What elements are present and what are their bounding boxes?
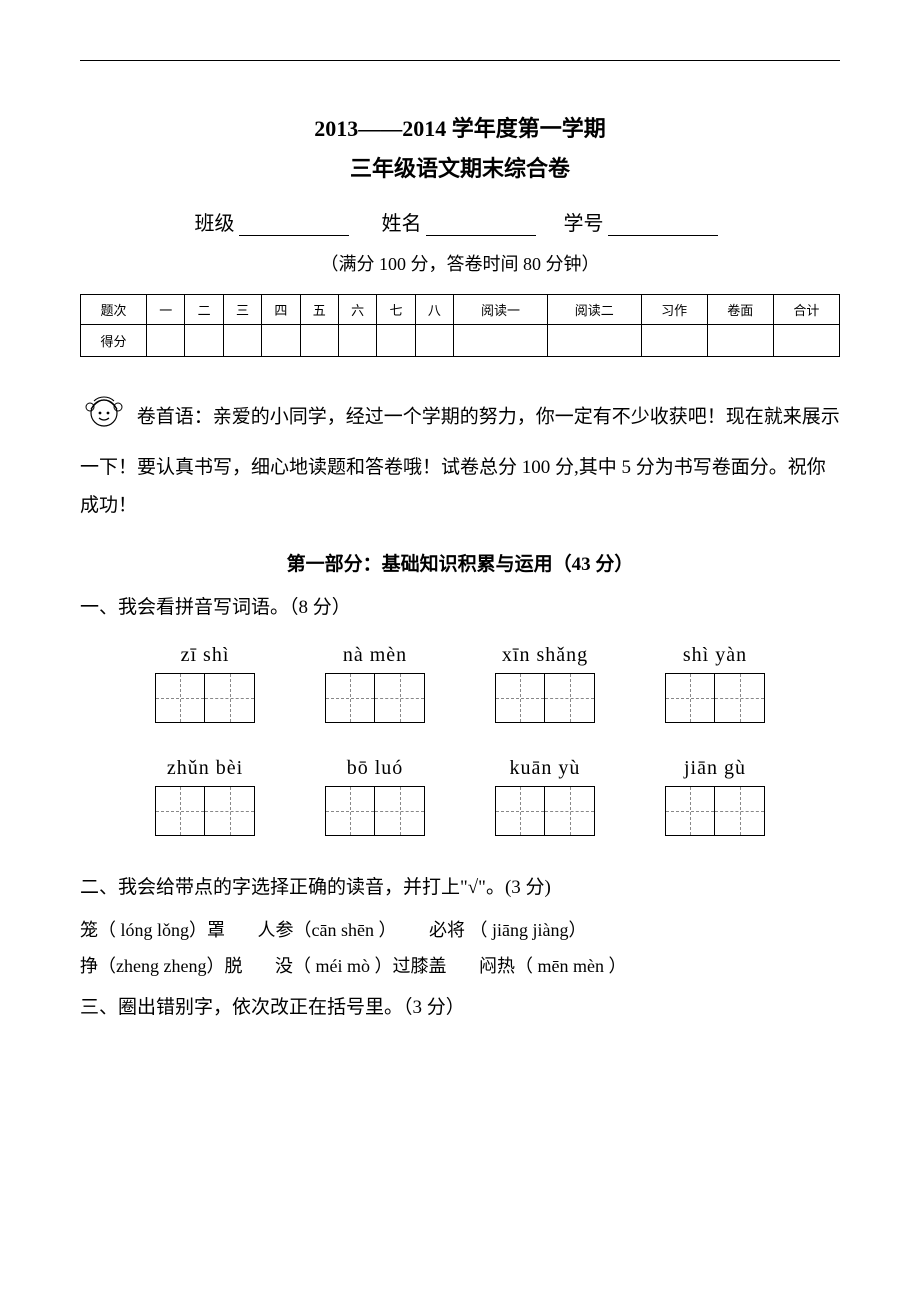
col-2: 二 bbox=[185, 295, 223, 325]
score-cell[interactable] bbox=[147, 325, 185, 357]
score-cell[interactable] bbox=[707, 325, 773, 357]
q2-item[interactable]: 挣（zheng zheng）脱 bbox=[80, 948, 242, 984]
title-line-2: 三年级语文期末综合卷 bbox=[80, 151, 840, 183]
pinyin-row-1: zī shì nà mèn xīn shǎng shì yàn bbox=[80, 644, 840, 723]
pinyin-text: jiān gù bbox=[665, 757, 765, 780]
q2-row-1: 笼（ lóng lǒng）罩 人参（cān shēn ） 必将 （ jiāng … bbox=[80, 912, 840, 948]
pinyin-item: nà mèn bbox=[325, 644, 425, 723]
col-10: 阅读二 bbox=[547, 295, 641, 325]
name-blank[interactable] bbox=[426, 216, 536, 236]
id-blank[interactable] bbox=[608, 216, 718, 236]
score-table: 题次 一 二 三 四 五 六 七 八 阅读一 阅读二 习作 卷面 合计 得分 bbox=[80, 294, 840, 357]
col-1: 一 bbox=[147, 295, 185, 325]
score-value-row: 得分 bbox=[81, 325, 840, 357]
col-4: 四 bbox=[262, 295, 300, 325]
pinyin-item: jiān gù bbox=[665, 757, 765, 836]
score-cell[interactable] bbox=[338, 325, 376, 357]
part1-title: 第一部分：基础知识积累与运用（43 分） bbox=[80, 549, 840, 576]
pinyin-text: kuān yù bbox=[495, 757, 595, 780]
top-rule bbox=[80, 60, 840, 61]
tianzige-pair[interactable] bbox=[325, 673, 425, 723]
exam-page: 2013——2014 学年度第一学期 三年级语文期末综合卷 班级 姓名 学号 （… bbox=[0, 0, 920, 1072]
tianzige-pair[interactable] bbox=[155, 786, 255, 836]
pinyin-text: nà mèn bbox=[325, 644, 425, 667]
class-blank[interactable] bbox=[239, 216, 349, 236]
tianzige-pair[interactable] bbox=[665, 786, 765, 836]
col-13: 合计 bbox=[773, 295, 839, 325]
pinyin-item: shì yàn bbox=[665, 644, 765, 723]
pinyin-item: bō luó bbox=[325, 757, 425, 836]
q2-item[interactable]: 闷热（ mēn mèn ） bbox=[479, 948, 626, 984]
col-11: 习作 bbox=[641, 295, 707, 325]
score-cell[interactable] bbox=[185, 325, 223, 357]
sub-line: （满分 100 分，答卷时间 80 分钟） bbox=[80, 250, 840, 276]
score-header-row: 题次 一 二 三 四 五 六 七 八 阅读一 阅读二 习作 卷面 合计 bbox=[81, 295, 840, 325]
score-cell[interactable] bbox=[773, 325, 839, 357]
q2-item[interactable]: 人参（cān shēn ） bbox=[258, 912, 397, 948]
intro-text: 卷首语：亲爱的小同学，经过一个学期的努力，你一定有不少收获吧！现在就来展示一下！… bbox=[80, 406, 840, 516]
tianzige-pair[interactable] bbox=[495, 786, 595, 836]
tianzige-pair[interactable] bbox=[325, 786, 425, 836]
q2-item[interactable]: 笼（ lóng lǒng）罩 bbox=[80, 912, 225, 948]
title-line-1: 2013——2014 学年度第一学期 bbox=[80, 111, 840, 143]
pinyin-text: zī shì bbox=[155, 644, 255, 667]
col-7: 七 bbox=[377, 295, 415, 325]
pinyin-text: zhǔn bèi bbox=[155, 757, 255, 780]
score-cell[interactable] bbox=[262, 325, 300, 357]
score-cell[interactable] bbox=[300, 325, 338, 357]
pinyin-item: zī shì bbox=[155, 644, 255, 723]
score-cell[interactable] bbox=[454, 325, 548, 357]
name-label: 姓名 bbox=[382, 213, 422, 235]
score-cell[interactable] bbox=[415, 325, 453, 357]
pinyin-text: shì yàn bbox=[665, 644, 765, 667]
col-12: 卷面 bbox=[707, 295, 773, 325]
score-cell[interactable] bbox=[547, 325, 641, 357]
q2-prompt: 二、我会给带点的字选择正确的读音，并打上"√"。(3 分) bbox=[80, 870, 840, 906]
score-cell[interactable] bbox=[641, 325, 707, 357]
row-label-2: 得分 bbox=[81, 325, 147, 357]
q1-prompt: 一、我会看拼音写词语。（8 分） bbox=[80, 590, 840, 626]
tianzige-pair[interactable] bbox=[665, 673, 765, 723]
tianzige-pair[interactable] bbox=[495, 673, 595, 723]
pinyin-text: xīn shǎng bbox=[495, 644, 595, 667]
pinyin-row-2: zhǔn bèi bō luó kuān yù jiān gù bbox=[80, 757, 840, 836]
intro-paragraph: 卷首语：亲爱的小同学，经过一个学期的努力，你一定有不少收获吧！现在就来展示一下！… bbox=[80, 387, 840, 525]
score-cell[interactable] bbox=[223, 325, 261, 357]
row-label-1: 题次 bbox=[81, 295, 147, 325]
q3-prompt: 三、圈出错别字，依次改正在括号里。（3 分） bbox=[80, 990, 840, 1026]
id-label: 学号 bbox=[564, 213, 604, 235]
q2-item[interactable]: 必将 （ jiāng jiàng） bbox=[429, 912, 586, 948]
class-label: 班级 bbox=[195, 213, 235, 235]
q2-row-2: 挣（zheng zheng）脱 没（ méi mò ）过膝盖 闷热（ mēn m… bbox=[80, 948, 840, 984]
pinyin-item: kuān yù bbox=[495, 757, 595, 836]
score-cell[interactable] bbox=[377, 325, 415, 357]
col-9: 阅读一 bbox=[454, 295, 548, 325]
col-3: 三 bbox=[223, 295, 261, 325]
pinyin-item: zhǔn bèi bbox=[155, 757, 255, 836]
col-5: 五 bbox=[300, 295, 338, 325]
col-6: 六 bbox=[338, 295, 376, 325]
pinyin-item: xīn shǎng bbox=[495, 644, 595, 723]
pinyin-text: bō luó bbox=[325, 757, 425, 780]
student-info-line: 班级 姓名 学号 bbox=[80, 207, 840, 236]
tianzige-pair[interactable] bbox=[155, 673, 255, 723]
q2-item[interactable]: 没（ méi mò ）过膝盖 bbox=[275, 948, 447, 984]
girl-face-icon bbox=[80, 387, 128, 449]
col-8: 八 bbox=[415, 295, 453, 325]
